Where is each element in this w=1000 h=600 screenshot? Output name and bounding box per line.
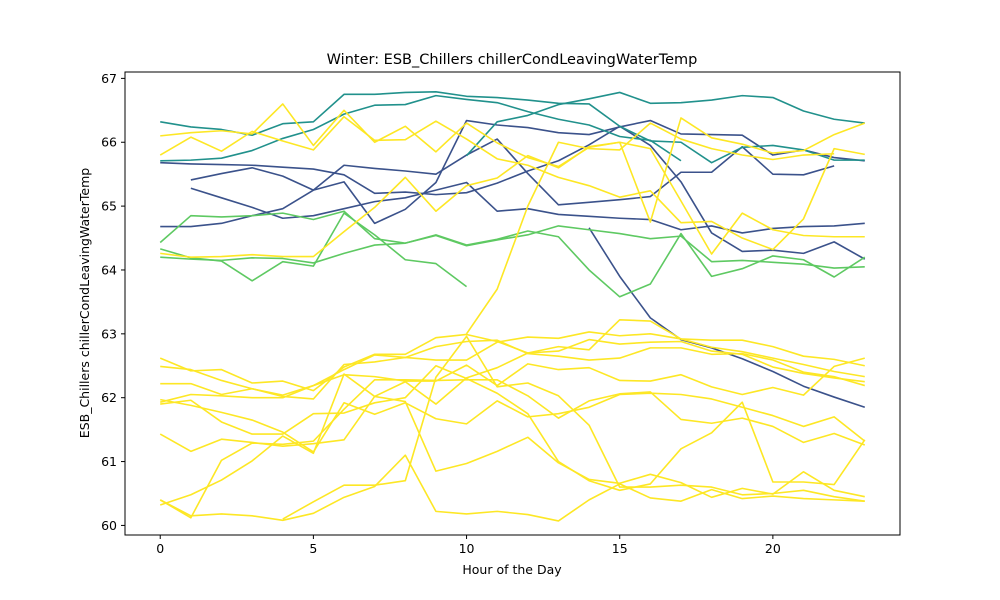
y-tick-label: 61	[101, 454, 117, 469]
series-line-4	[190, 181, 865, 234]
series-line-8	[465, 91, 865, 157]
series-line-7	[160, 94, 682, 162]
x-tick-label: 20	[765, 541, 781, 556]
y-tick-label: 67	[101, 71, 117, 86]
series-line-21	[159, 318, 865, 453]
series-line-23	[159, 373, 865, 506]
series-line-20	[160, 364, 866, 492]
y-tick-label: 60	[101, 518, 117, 533]
x-axis-label: Hour of the Day	[462, 562, 562, 577]
series-line-9	[159, 210, 865, 269]
series-line-12	[160, 103, 866, 223]
y-tick-label: 64	[101, 262, 117, 277]
x-axis-ticks: 0 5 10 15 20	[156, 535, 781, 556]
series-line-16	[160, 331, 865, 400]
y-tick-label: 66	[101, 135, 117, 150]
series-line-26	[465, 122, 835, 335]
x-tick-label: 5	[309, 541, 317, 556]
series-line-1	[160, 125, 866, 260]
y-tick-label: 65	[101, 199, 117, 214]
plot-frame	[124, 71, 901, 536]
series-layer	[159, 91, 866, 522]
series-line-19	[160, 392, 866, 453]
series-line-25	[282, 335, 865, 520]
y-axis-label: ESB_Chillers chillerCondLeavingWaterTemp	[77, 168, 92, 438]
series-line-6	[160, 91, 865, 164]
series-line-11	[160, 230, 866, 298]
series-line-2	[160, 138, 835, 228]
x-tick-label: 0	[156, 541, 164, 556]
series-line-13	[159, 115, 865, 251]
series-line-14	[160, 141, 865, 258]
x-tick-label: 10	[459, 541, 475, 556]
y-tick-label: 63	[101, 326, 117, 341]
series-line-18	[160, 339, 865, 403]
series-line-17	[160, 357, 865, 396]
x-tick-label: 15	[612, 541, 628, 556]
y-tick-label: 62	[101, 390, 117, 405]
chart-title: Winter: ESB_Chillers chillerCondLeavingW…	[327, 52, 698, 68]
series-line-22	[159, 379, 866, 519]
series-line-3	[190, 119, 865, 225]
series-line-24	[159, 454, 865, 522]
y-axis-ticks: 60 61 62 63 64 65 66 67	[101, 71, 125, 533]
